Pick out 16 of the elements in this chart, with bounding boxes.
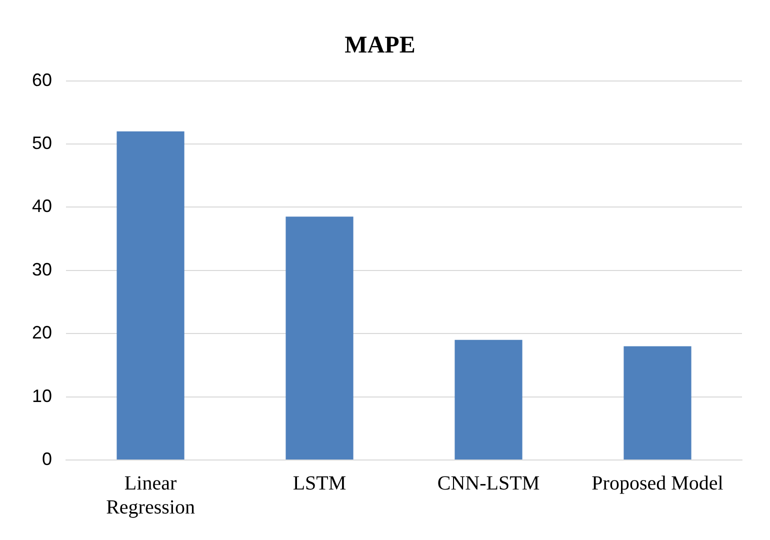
bar [624, 346, 692, 460]
chart-title: MAPE [344, 32, 416, 59]
y-tick-label: 50 [32, 132, 52, 153]
y-tick-label: 0 [42, 448, 52, 469]
bar [116, 131, 184, 460]
y-tick-label: 30 [32, 259, 52, 280]
x-tick-label: LSTM [292, 472, 346, 494]
y-tick-label: 60 [32, 70, 52, 90]
x-tick-label: Linear Regression [106, 472, 195, 518]
x-tick-label: Proposed Model [592, 472, 724, 494]
y-tick-label: 40 [32, 196, 52, 216]
bar [454, 340, 522, 460]
y-tick-label: 10 [32, 386, 52, 406]
y-tick-label: 20 [32, 322, 52, 343]
bar [286, 216, 354, 460]
x-tick-label: CNN-LSTM [437, 472, 540, 494]
